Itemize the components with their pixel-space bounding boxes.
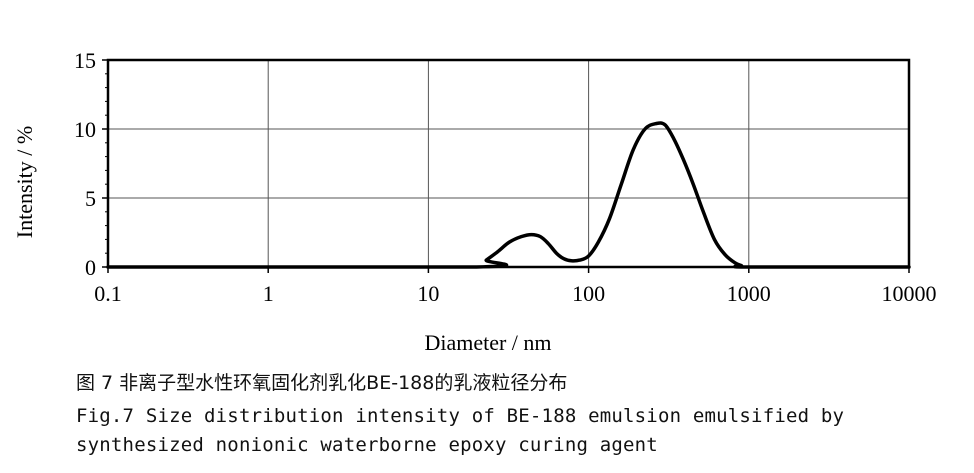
caption-english-line-2: synthesized nonionic waterborne epoxy cu…: [76, 434, 658, 456]
y-tick-label: 15: [74, 48, 96, 73]
x-tick-label: 1000: [727, 281, 771, 306]
plot-frame: [106, 58, 911, 269]
x-tick-label: 10000: [882, 281, 937, 306]
x-tick-label: 1: [263, 281, 274, 306]
series-line-intensity: [106, 121, 911, 269]
x-tick-label: 0.1: [94, 281, 122, 306]
chart-grid: [108, 60, 909, 267]
x-axis-label: Diameter / nm: [424, 330, 551, 355]
minor-ticks: [102, 59, 910, 273]
y-tick-label: 5: [85, 186, 96, 211]
y-axis-label: Intensity / %: [12, 126, 37, 238]
caption-chinese: 图 7 非离子型水性环氧固化剂乳化BE-188的乳液粒径分布: [76, 372, 568, 394]
y-tick-label: 0: [85, 255, 96, 280]
x-tick-label: 10: [417, 281, 439, 306]
x-tick-label: 100: [572, 281, 605, 306]
x-tick-labels: 0.1 1 10 100 1000 10000: [94, 281, 936, 306]
caption-english-line-1: Fig.7 Size distribution intensity of BE-…: [76, 405, 845, 427]
y-tick-labels: 0 5 10 15: [74, 48, 96, 280]
y-tick-label: 10: [74, 117, 96, 142]
